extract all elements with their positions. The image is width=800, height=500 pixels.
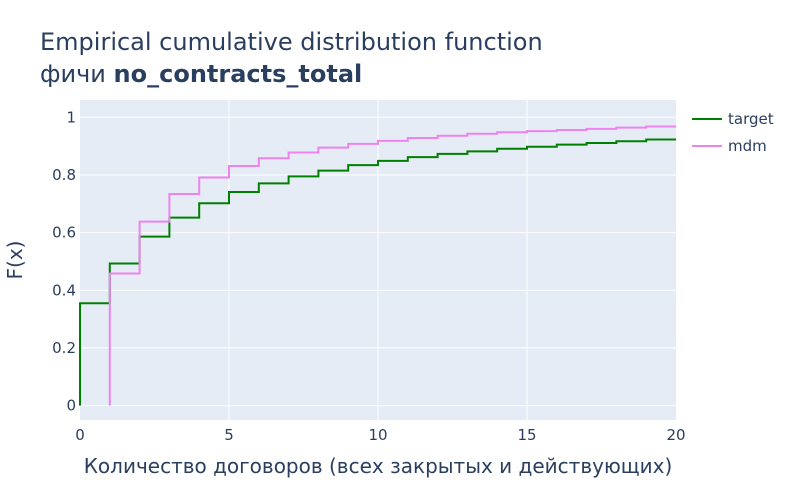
series-layer	[79, 125, 676, 406]
tick-labels: 0 5 10 15 20 0 0.2 0.4 0.6 0.8 1	[52, 108, 685, 444]
y-tick-label: 0.2	[52, 339, 76, 357]
x-tick-label: 15	[517, 426, 536, 444]
x-tick-label: 10	[368, 426, 387, 444]
x-tick-label: 0	[75, 426, 85, 444]
legend-label: target	[728, 110, 774, 128]
x-tick-label: 20	[666, 426, 685, 444]
y-tick-label: 0.8	[52, 166, 76, 184]
chart-title-line2: фичи no_contracts_total	[40, 58, 543, 90]
chart-title-feature: no_contracts_total	[113, 60, 363, 88]
legend[interactable]: target mdm	[692, 110, 774, 155]
y-tick-label: 0	[66, 397, 76, 415]
y-axis-title: F(x)	[3, 241, 27, 280]
legend-label: mdm	[728, 137, 767, 155]
y-tick-label: 1	[66, 108, 76, 126]
chart-title: Empirical cumulative distribution functi…	[40, 26, 543, 90]
legend-item-target[interactable]: target	[692, 110, 774, 128]
chart-title-line1: Empirical cumulative distribution functi…	[40, 28, 543, 56]
y-tick-label: 0.4	[52, 281, 76, 299]
x-tick-label: 5	[224, 426, 234, 444]
grid	[80, 100, 676, 420]
y-tick-label: 0.6	[52, 224, 76, 242]
series-line-target	[79, 138, 676, 406]
series-line-mdm	[108, 125, 676, 406]
legend-item-mdm[interactable]: mdm	[692, 137, 767, 155]
x-axis-title: Количество договоров (всех закрытых и де…	[84, 454, 673, 478]
chart-title-prefix: фичи	[40, 60, 114, 88]
